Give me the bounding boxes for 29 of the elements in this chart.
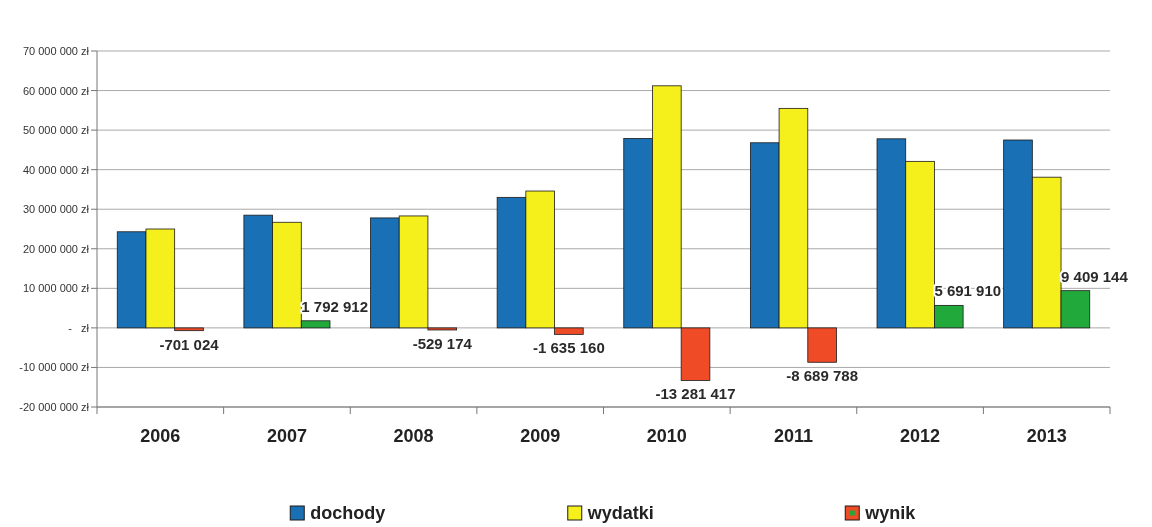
- data-label: 9 409 144: [1061, 267, 1129, 285]
- x-tick-label: 2011: [773, 426, 813, 446]
- y-tick-label: 70 000 000 zł: [22, 45, 90, 57]
- y-tick-label: -10 000 000 zł: [19, 361, 90, 374]
- data-label: -529 174: [412, 334, 473, 352]
- x-tick-label: 2006: [140, 426, 181, 446]
- data-label: -1 635 160: [533, 339, 605, 357]
- data-label: -13 281 417: [655, 385, 736, 403]
- x-tick-label: 2009: [520, 426, 561, 446]
- x-tick-label: 2008: [393, 426, 434, 446]
- data-label: 1 792 912: [301, 297, 369, 315]
- y-tick-label: 20 000 000 zł: [22, 242, 90, 255]
- y-tick-label: 50 000 000 zł: [22, 124, 90, 137]
- data-label: -701 024: [159, 335, 220, 353]
- y-tick-label: 60 000 000 zł: [22, 84, 90, 97]
- y-tick-label: 10 000 000 zł: [22, 282, 90, 295]
- data-label: -8 689 788: [786, 367, 859, 385]
- x-tick-label: 2010: [646, 426, 687, 446]
- y-tick-label: 40 000 000 zł: [22, 163, 90, 176]
- legend-label: dochody: [310, 503, 386, 523]
- data-label: 5 691 910: [934, 282, 1002, 300]
- x-tick-label: 2007: [266, 426, 307, 446]
- x-tick-label: 2013: [1026, 426, 1067, 446]
- y-tick-label: - zł: [68, 321, 90, 334]
- legend-label: wydatki: [586, 503, 654, 523]
- y-tick-label: 30 000 000 zł: [22, 203, 90, 216]
- y-tick-label: -20 000 000 zł: [19, 401, 90, 413]
- x-tick-label: 2012: [900, 426, 941, 446]
- legend-label: wynik: [864, 503, 917, 523]
